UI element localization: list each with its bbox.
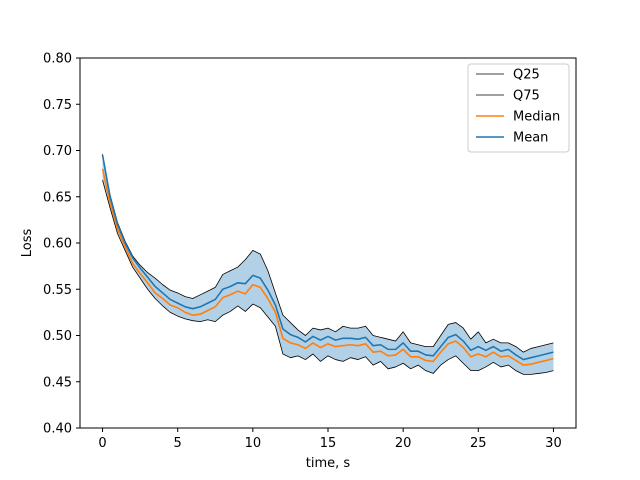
x-tick-label: 20 (395, 436, 412, 451)
legend-label: Mean (513, 131, 548, 146)
mean-line (101, 154, 554, 361)
y-tick-label: 0.40 (43, 422, 72, 437)
x-tick-label: 0 (98, 436, 106, 451)
x-axis-label: time, s (306, 456, 351, 471)
legend-label: Q75 (513, 89, 540, 104)
x-tick-label: 15 (320, 436, 337, 451)
legend-box (467, 63, 570, 153)
q25-line (102, 179, 554, 375)
x-tick-label: 5 (174, 436, 182, 451)
y-tick-label: 0.75 (43, 98, 72, 113)
y-tick-label: 0.55 (43, 283, 72, 298)
q75-line (102, 154, 554, 353)
y-tick-label: 0.50 (43, 329, 72, 344)
y-tick-label: 0.70 (43, 144, 72, 159)
legend: Q25 Q75 Median Mean (467, 63, 570, 153)
y-axis: 0.40 0.45 0.50 0.55 0.60 0.65 0.70 0.75 0.80 (43, 52, 80, 437)
y-axis-label: Loss (20, 229, 35, 258)
median-line (101, 168, 554, 366)
y-tick-label: 0.65 (43, 190, 72, 205)
x-tick-label: 10 (245, 436, 262, 451)
y-tick-label: 0.45 (43, 375, 72, 390)
plot-area (101, 154, 554, 375)
iqr-band (102, 154, 554, 375)
legend-label: Median (513, 110, 560, 125)
y-tick-label: 0.60 (43, 237, 72, 252)
x-axis: 0 5 10 15 20 25 30 (98, 428, 562, 451)
x-tick-label: 30 (545, 436, 562, 451)
y-tick-label: 0.80 (43, 52, 72, 67)
x-tick-label: 25 (470, 436, 487, 451)
legend-label: Q25 (513, 68, 540, 83)
